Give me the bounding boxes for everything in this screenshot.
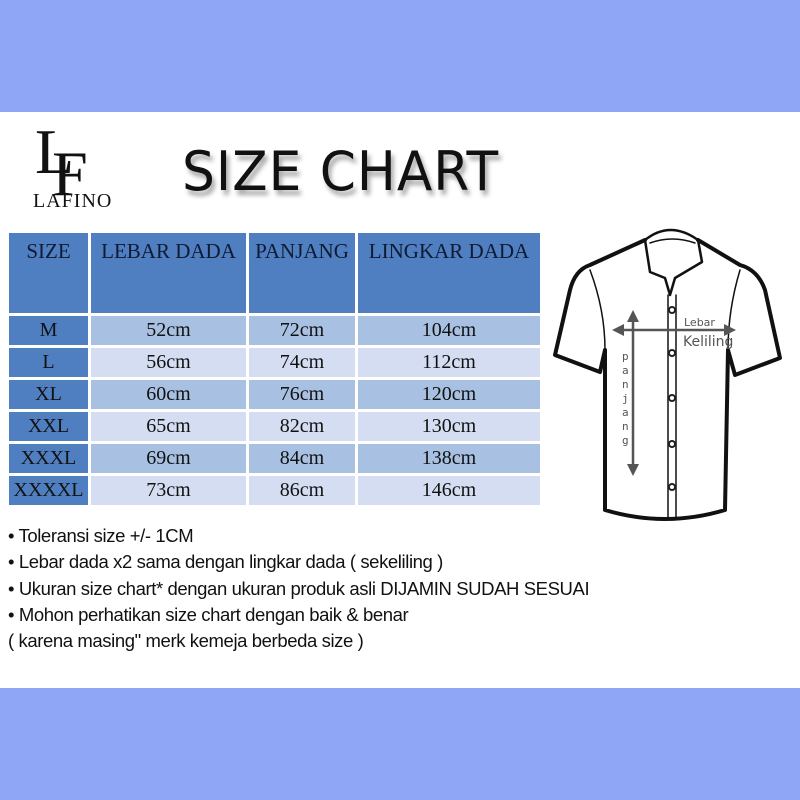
note: • Toleransi size +/- 1CM [8,525,194,546]
value-cell: 76cm [249,380,355,409]
value-cell: 84cm [249,444,355,473]
table-row: XXXXL 73cm 86cm 146cm [9,476,540,505]
size-cell: XXXXL [9,476,88,505]
value-cell: 56cm [91,348,246,377]
size-cell: XXXL [9,444,88,473]
header-lebar-dada: LEBAR DADA [91,233,246,313]
header-size: SIZE [9,233,88,313]
lebar-label: Lebar [684,316,715,329]
brand-logo: LF LAFINO [30,116,113,215]
value-cell: 52cm [91,316,246,345]
header-lingkar-dada: LINGKAR DADA [358,233,540,313]
top-band [0,0,800,112]
size-table: SIZE LEBAR DADA PANJANG LINGKAR DADA M 52… [6,230,543,508]
value-cell: 146cm [358,476,540,505]
value-cell: 138cm [358,444,540,473]
brand-name: LAFINO [33,190,113,212]
notes: • Toleransi size +/- 1CM • Lebar dada x2… [8,523,590,654]
value-cell: 82cm [249,412,355,441]
measure-arrows [612,310,736,476]
note: • Ukuran size chart* dengan ukuran produ… [8,577,590,599]
value-cell: 86cm [249,476,355,505]
note: • Lebar dada x2 sama dengan lingkar dada… [8,551,443,573]
size-cell: XL [9,380,88,409]
header-panjang: PANJANG [249,233,355,313]
page-title: SIZE CHART [182,140,500,203]
value-cell: 112cm [358,348,540,377]
table-row: XXL 65cm 82cm 130cm [9,412,540,441]
value-cell: 120cm [358,380,540,409]
size-cell: XXL [9,412,88,441]
keliling-label: Keliling [683,334,733,350]
shirt-outline [553,238,782,521]
value-cell: 130cm [358,412,540,441]
logo-mark: LF [35,116,87,209]
note: ( karena masing" merk kemeja berbeda siz… [8,630,364,652]
value-cell: 74cm [249,348,355,377]
table-row: M 52cm 72cm 104cm [9,316,540,345]
size-cell: L [9,348,88,377]
table-row: XXXL 69cm 84cm 138cm [9,444,540,473]
value-cell: 69cm [91,444,246,473]
table-row: L 56cm 74cm 112cm [9,348,540,377]
table-row: XL 60cm 76cm 120cm [9,380,540,409]
buttons [668,306,676,491]
value-cell: 73cm [91,476,246,505]
size-cell: M [9,316,88,345]
value-cell: 65cm [91,412,246,441]
bottom-band [0,688,800,800]
note: • Mohon perhatikan size chart dengan bai… [8,603,409,625]
value-cell: 60cm [91,380,246,409]
value-cell: 72cm [249,316,355,345]
value-cell: 104cm [358,316,540,345]
